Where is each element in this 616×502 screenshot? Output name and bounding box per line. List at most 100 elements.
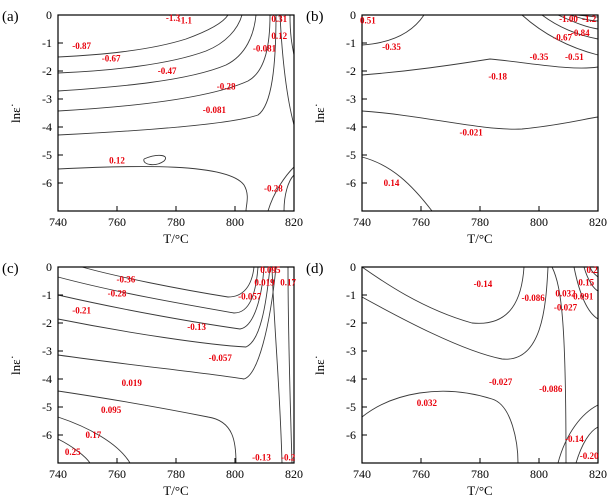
contour-line — [57, 438, 91, 464]
contour-line — [57, 266, 265, 330]
contour-label: -0.67 — [102, 53, 121, 63]
contour-label: -0.081 — [203, 105, 227, 115]
contour-line — [361, 58, 599, 76]
y-tick-label: -3 — [42, 92, 52, 106]
contour-line — [557, 14, 599, 30]
contour-line — [57, 166, 248, 212]
contour-label: -0.057 — [209, 353, 233, 363]
panel-c: 740 760 780 800 820 0 -1 -2 -3 -4 -5 -6 T/°C lnε˙ (c) -… — [2, 260, 303, 498]
contour-label: -0.21 — [72, 305, 91, 315]
contour-line — [569, 14, 599, 22]
contour-label: 0.095 — [260, 265, 281, 275]
x-tick-label: 740 — [49, 467, 67, 481]
contour-line — [361, 14, 425, 46]
contour-line — [541, 14, 599, 40]
y-tick-label: -1 — [346, 36, 356, 50]
contour-label: -0.87 — [72, 41, 91, 51]
x-axis-title: T/°C — [163, 231, 188, 246]
x-tick-label: 800 — [226, 467, 244, 481]
contour-label: 0.12 — [109, 156, 125, 166]
y-tick-label: -4 — [42, 120, 52, 134]
contour-label: 0.2 — [586, 265, 598, 275]
contour-label: 0.17 — [86, 430, 102, 440]
x-tick-label: 780 — [167, 215, 185, 229]
contour-label: -0.36 — [116, 275, 135, 285]
y-axis-title: lnε˙ — [8, 103, 23, 123]
x-tick-label: 740 — [353, 467, 371, 481]
y-tick-label: 0 — [350, 260, 356, 274]
panel-label: (a) — [2, 9, 19, 25]
contour-line — [575, 426, 599, 464]
x-axis-title: T/°C — [163, 483, 188, 498]
x-tick-label: 740 — [353, 215, 371, 229]
contour-line — [57, 416, 131, 464]
x-tick-label: 800 — [530, 467, 548, 481]
contour-line — [289, 14, 295, 56]
y-tick-label: -3 — [42, 344, 52, 358]
x-tick-label: 800 — [226, 215, 244, 229]
contour-line — [361, 390, 519, 464]
y-tick-label: 0 — [350, 8, 356, 22]
y-tick-label: -3 — [346, 92, 356, 106]
contour-line — [361, 266, 549, 360]
y-tick-label: 0 — [46, 260, 52, 274]
contour-label: -0.28 — [264, 184, 283, 194]
y-tick-label: -4 — [42, 372, 52, 386]
y-tick-label: -6 — [42, 176, 52, 190]
contour-line — [287, 266, 293, 464]
y-tick-label: -6 — [42, 428, 52, 442]
contour-label: 0.51 — [360, 16, 376, 26]
contour-label: -0.14 — [474, 279, 493, 289]
y-tick-label: -2 — [346, 316, 356, 330]
contour-line — [57, 14, 243, 74]
x-axis-title: T/°C — [467, 483, 492, 498]
x-tick-label: 820 — [589, 215, 607, 229]
x-tick-label: 740 — [49, 215, 67, 229]
y-tick-label: -5 — [346, 148, 356, 162]
contour-label: -0.35 — [530, 52, 549, 62]
contour-label: 0.032 — [417, 398, 438, 408]
contour-label: 0.019 — [122, 378, 143, 388]
contour-label: -0.14 — [565, 434, 584, 444]
contour-line — [143, 154, 166, 166]
y-tick-label: -1 — [346, 288, 356, 302]
contour-label: 0.032 — [555, 289, 576, 299]
contour-label: -0.84 — [571, 28, 590, 38]
x-tick-label: 820 — [589, 467, 607, 481]
y-tick-label: -4 — [346, 120, 356, 134]
x-tick-label: 760 — [108, 215, 126, 229]
contour-line — [521, 14, 599, 56]
y-tick-label: -2 — [42, 64, 52, 78]
y-axis-title: lnε˙ — [8, 355, 23, 375]
contour-label: -1.1 — [178, 16, 193, 26]
panel-b: 740 760 780 800 820 0 -1 -2 -3 -4 -5 -6 T/°C lnε˙ (b) 0… — [306, 8, 607, 246]
y-tick-label: -1 — [42, 288, 52, 302]
contour-label: 0.17 — [280, 277, 296, 287]
contour-label: -0.027 — [489, 377, 513, 387]
contour-line — [57, 14, 271, 112]
contour-line — [57, 266, 259, 314]
y-tick-label: -6 — [346, 176, 356, 190]
contour-label: -1.3 — [166, 13, 181, 23]
contour-line — [361, 110, 599, 130]
y-tick-label: -3 — [346, 344, 356, 358]
contour-line — [57, 14, 257, 92]
contour-label: -0.28 — [108, 289, 127, 299]
contour-line — [57, 14, 229, 58]
contour-line — [271, 266, 283, 464]
contour-label: -0.086 — [521, 293, 545, 303]
y-tick-label: -2 — [42, 316, 52, 330]
panel-label: (b) — [306, 9, 324, 25]
contour-label: -1.2 — [582, 14, 597, 24]
contour-label: -0.081 — [253, 44, 277, 54]
y-tick-label: -1 — [42, 36, 52, 50]
contour-label: -0.027 — [554, 303, 578, 313]
contour-label: -0.021 — [460, 128, 484, 138]
x-tick-label: 760 — [108, 467, 126, 481]
x-tick-label: 780 — [471, 467, 489, 481]
contour-line — [557, 404, 599, 464]
x-tick-label: 780 — [471, 215, 489, 229]
contour-label: -0.13 — [252, 452, 271, 462]
contour-label: 0.25 — [65, 447, 81, 457]
